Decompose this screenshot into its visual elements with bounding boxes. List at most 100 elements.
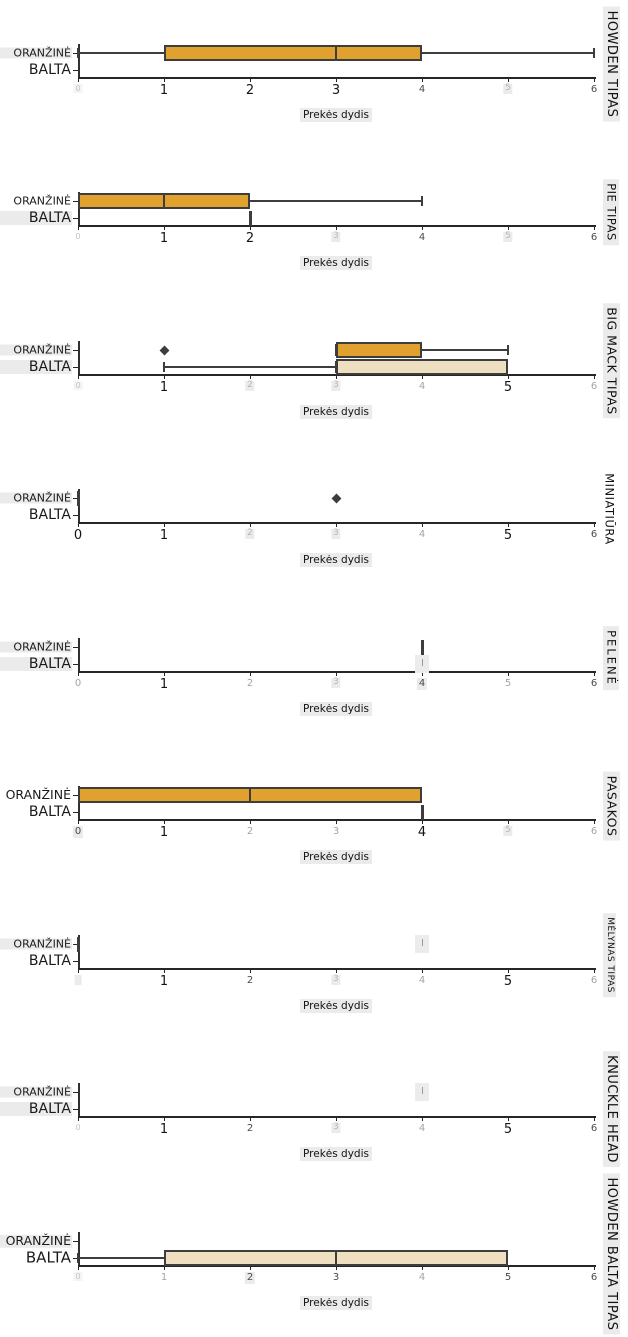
x-tick-mark bbox=[336, 375, 337, 379]
x-tick-label: 3 bbox=[331, 83, 341, 98]
x-tick-mark bbox=[78, 226, 79, 230]
x-tick-label: 2 bbox=[246, 826, 254, 837]
x-tick-label: 4 bbox=[417, 825, 427, 840]
median-line bbox=[335, 1252, 337, 1264]
x-tick-mark bbox=[508, 1266, 509, 1270]
whisker-cap-high bbox=[593, 48, 595, 58]
x-axis-title-text: Prekės dydis bbox=[300, 108, 372, 122]
x-tick-mark bbox=[164, 820, 165, 824]
x-tick-label: 4 bbox=[416, 678, 428, 690]
x-tick-mark bbox=[422, 226, 423, 230]
category-tick-mark bbox=[73, 1240, 78, 1242]
x-tick-mark bbox=[78, 78, 79, 82]
x-tick-mark bbox=[508, 969, 509, 973]
category-label-oranzine: ORANŽINĖ bbox=[0, 1234, 72, 1248]
x-tick-mark bbox=[508, 672, 509, 676]
x-tick-mark bbox=[78, 523, 79, 527]
x-tick-label: 1 bbox=[159, 677, 169, 692]
category-tick-mark bbox=[73, 497, 78, 499]
x-tick-mark bbox=[594, 78, 595, 82]
x-tick-label: 2 bbox=[245, 528, 255, 539]
x-tick-mark bbox=[78, 1266, 79, 1270]
single-value-line bbox=[249, 210, 252, 226]
x-tick-mark bbox=[164, 78, 165, 82]
x-tick-label: 6 bbox=[590, 1123, 598, 1134]
median-line bbox=[335, 344, 337, 356]
x-tick-mark bbox=[508, 820, 509, 824]
x-tick-mark bbox=[250, 1266, 251, 1270]
x-tick-label: 3 bbox=[331, 974, 341, 985]
x-tick-label: 1 bbox=[159, 974, 169, 989]
x-tick-label: 4 bbox=[418, 232, 426, 243]
x-tick-mark bbox=[164, 1117, 165, 1121]
x-tick-mark bbox=[508, 78, 509, 82]
x-tick-label: 3 bbox=[332, 1272, 340, 1283]
x-tick-label: 5 bbox=[503, 825, 513, 836]
y-axis-spine bbox=[78, 1232, 80, 1266]
single-value-line bbox=[77, 490, 80, 506]
whisker-cap-low bbox=[77, 48, 79, 58]
x-tick-mark bbox=[250, 672, 251, 676]
category-tick-mark bbox=[73, 943, 78, 945]
facet-subplot: 0 1 2 3 4 5 6 Prekės dydis ORANŽINĖ BALTA HOWDEN T… bbox=[0, 0, 628, 149]
median-line bbox=[249, 789, 251, 801]
whisker-line-low bbox=[78, 1257, 164, 1259]
x-tick-label: 3 bbox=[331, 1122, 341, 1133]
x-tick-mark bbox=[336, 672, 337, 676]
x-tick-mark bbox=[508, 1117, 509, 1121]
y-axis-spine bbox=[78, 489, 80, 523]
facet-title: MĖLYNAS TIPAS bbox=[603, 913, 616, 997]
x-tick-mark bbox=[422, 969, 423, 973]
x-axis-title: Prekės dydis bbox=[300, 994, 372, 1013]
category-label-balta: BALTA bbox=[0, 211, 72, 225]
x-tick-label: 6 bbox=[590, 529, 598, 540]
x-tick-mark bbox=[422, 1266, 423, 1270]
category-tick-mark bbox=[73, 811, 78, 813]
y-axis-spine bbox=[78, 935, 80, 969]
category-tick-mark bbox=[73, 69, 78, 71]
x-axis-title: Prekės dydis bbox=[300, 845, 372, 864]
x-axis-title: Prekės dydis bbox=[300, 251, 372, 270]
category-label-balta: BALTA bbox=[0, 360, 72, 374]
x-axis-title-text: Prekės dydis bbox=[300, 553, 372, 567]
facet-subplot: 0 1 2 3 4 5 6 Prekės dydis ORANŽINĖ BALTA BIG MACK… bbox=[0, 297, 628, 446]
x-tick-label: 5 bbox=[503, 83, 513, 94]
whisker-cap-high bbox=[507, 345, 509, 355]
median-line bbox=[335, 361, 337, 373]
x-tick-label: 2 bbox=[245, 380, 255, 391]
category-tick-mark bbox=[73, 1257, 78, 1259]
x-tick-mark bbox=[250, 969, 251, 973]
whisker-cap-low bbox=[163, 362, 165, 372]
x-tick-label: 5 bbox=[504, 678, 512, 689]
x-tick-mark bbox=[78, 375, 79, 379]
x-axis-title-text: Prekės dydis bbox=[300, 702, 372, 716]
y-axis-spine bbox=[78, 44, 80, 78]
whisker-line-high bbox=[250, 200, 422, 202]
y-axis-spine bbox=[78, 192, 80, 226]
facet-subplot: 1 2 3 4 5 6 Prekės dydis ORANŽINĖ BALTA MĖLYNAS T… bbox=[0, 891, 628, 1040]
category-label-balta: BALTA bbox=[25, 1248, 71, 1267]
x-tick-label: 2 bbox=[246, 678, 254, 689]
category-label-oranzine: ORANŽINĖ bbox=[0, 938, 72, 950]
x-tick-label: 4 bbox=[418, 1272, 426, 1283]
x-tick-label: 1 bbox=[159, 1122, 169, 1137]
category-tick-mark bbox=[73, 663, 78, 665]
facet-title: PASAKOS bbox=[603, 771, 620, 841]
category-label-balta: BALTA bbox=[28, 507, 71, 523]
facet-subplot: 0 1 2 3 4 5 6 Prekės dydis ORANŽINĖ BALTA KNUCKLE … bbox=[0, 1039, 628, 1188]
whisker-line-low bbox=[78, 52, 164, 54]
x-tick-mark bbox=[164, 523, 165, 527]
x-tick-label: 4 bbox=[418, 975, 426, 986]
single-value-line bbox=[77, 936, 80, 952]
x-tick-mark bbox=[336, 1117, 337, 1121]
x-tick-label: 5 bbox=[503, 231, 513, 242]
x-tick-mark bbox=[422, 375, 423, 379]
category-label-oranzine: ORANŽINĖ bbox=[0, 47, 72, 59]
y-axis-spine bbox=[78, 786, 80, 820]
x-tick-mark bbox=[78, 969, 79, 973]
x-tick-label: 6 bbox=[590, 1272, 598, 1283]
x-tick-label: 3 bbox=[331, 677, 341, 688]
x-tick-mark bbox=[336, 226, 337, 230]
x-axis-title: Prekės dydis bbox=[300, 697, 372, 716]
outlier-marker bbox=[331, 493, 341, 503]
